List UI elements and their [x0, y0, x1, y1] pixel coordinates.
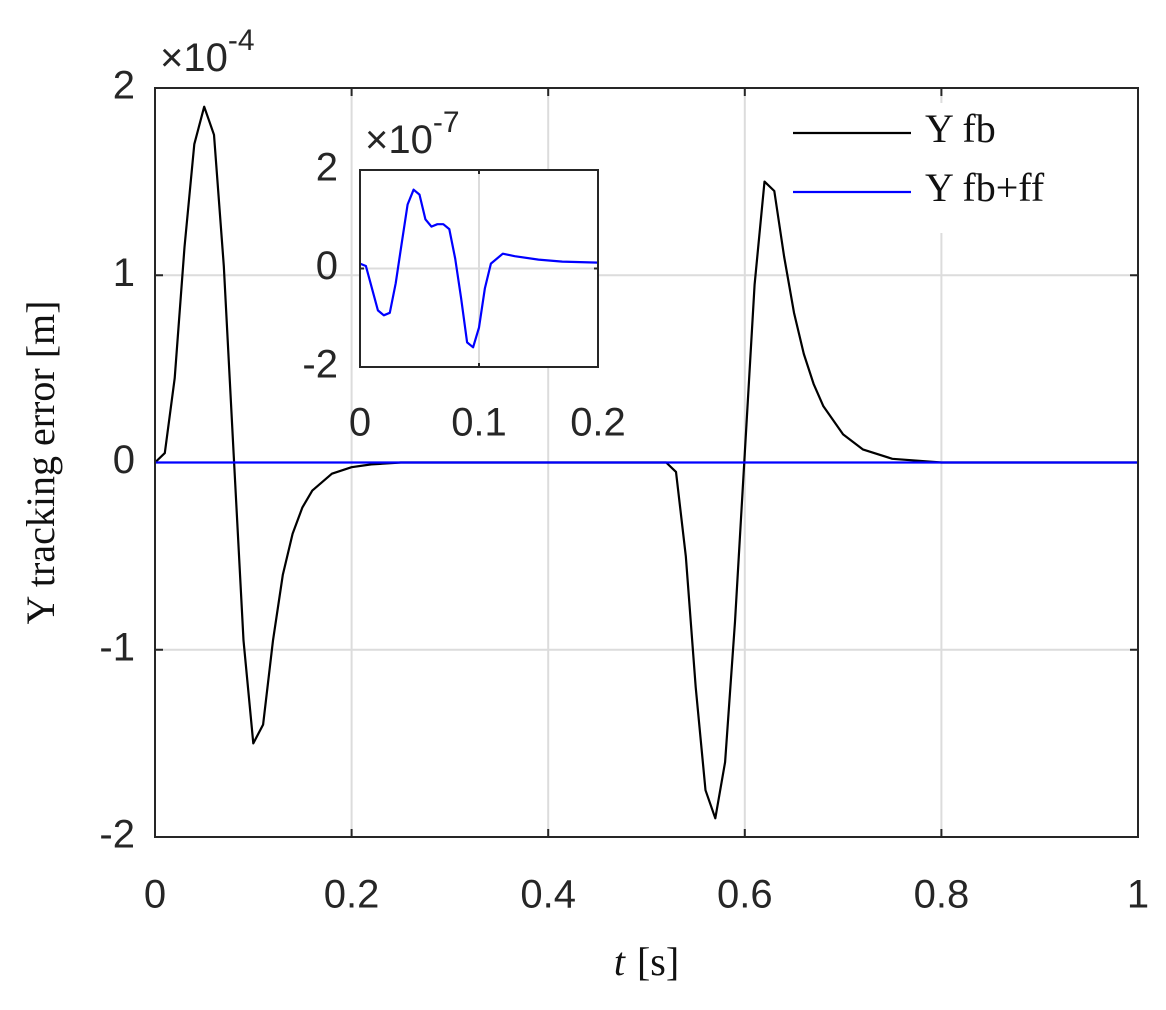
x-tick-label: 0.4 [520, 873, 576, 917]
series-line [359, 188, 599, 349]
y-multiplier-base: ×10 [160, 36, 228, 80]
x-tick-label: 0.8 [914, 873, 970, 917]
y-tick-label: -2 [302, 343, 338, 387]
y-tick-label: 2 [316, 146, 338, 190]
legend-label: Y fb [925, 106, 996, 151]
legend-box [785, 103, 1085, 233]
legend-label: Y fb+ff [925, 165, 1045, 210]
y-axis-label: Y tracking error [m] [18, 301, 63, 625]
y-tick-label: -2 [99, 813, 135, 857]
y-tick-label: -1 [99, 625, 135, 669]
y-multiplier-base: ×10 [365, 118, 433, 162]
y-tick-label: 0 [113, 438, 135, 482]
y-tick-label: 2 [113, 64, 135, 108]
x-tick-label: 1 [1127, 873, 1149, 917]
x-tick-label: 0 [349, 401, 371, 445]
x-axis-label: t [s] [614, 939, 679, 984]
x-tick-label: 0 [144, 873, 166, 917]
chart: 0 0.1 0.2-202×10-7 [302, 106, 625, 445]
y-multiplier-exponent: -4 [228, 24, 255, 57]
x-axis-symbol: t [614, 939, 626, 984]
axes-box [359, 169, 599, 368]
y-multiplier: ×10-7 [365, 106, 460, 162]
x-axis-unit: [s] [637, 939, 679, 984]
x-tick-label: 0.2 [324, 873, 380, 917]
axes-box [154, 87, 1139, 838]
x-tick-label: 0.1 [451, 401, 507, 445]
y-multiplier-exponent: -7 [433, 106, 460, 139]
x-tick-label: 0.6 [717, 873, 773, 917]
y-tick-label: 1 [113, 251, 135, 295]
y-tick-label: 0 [316, 244, 338, 288]
y-multiplier: ×10-4 [160, 24, 255, 80]
x-tick-label: 0.2 [570, 401, 626, 445]
